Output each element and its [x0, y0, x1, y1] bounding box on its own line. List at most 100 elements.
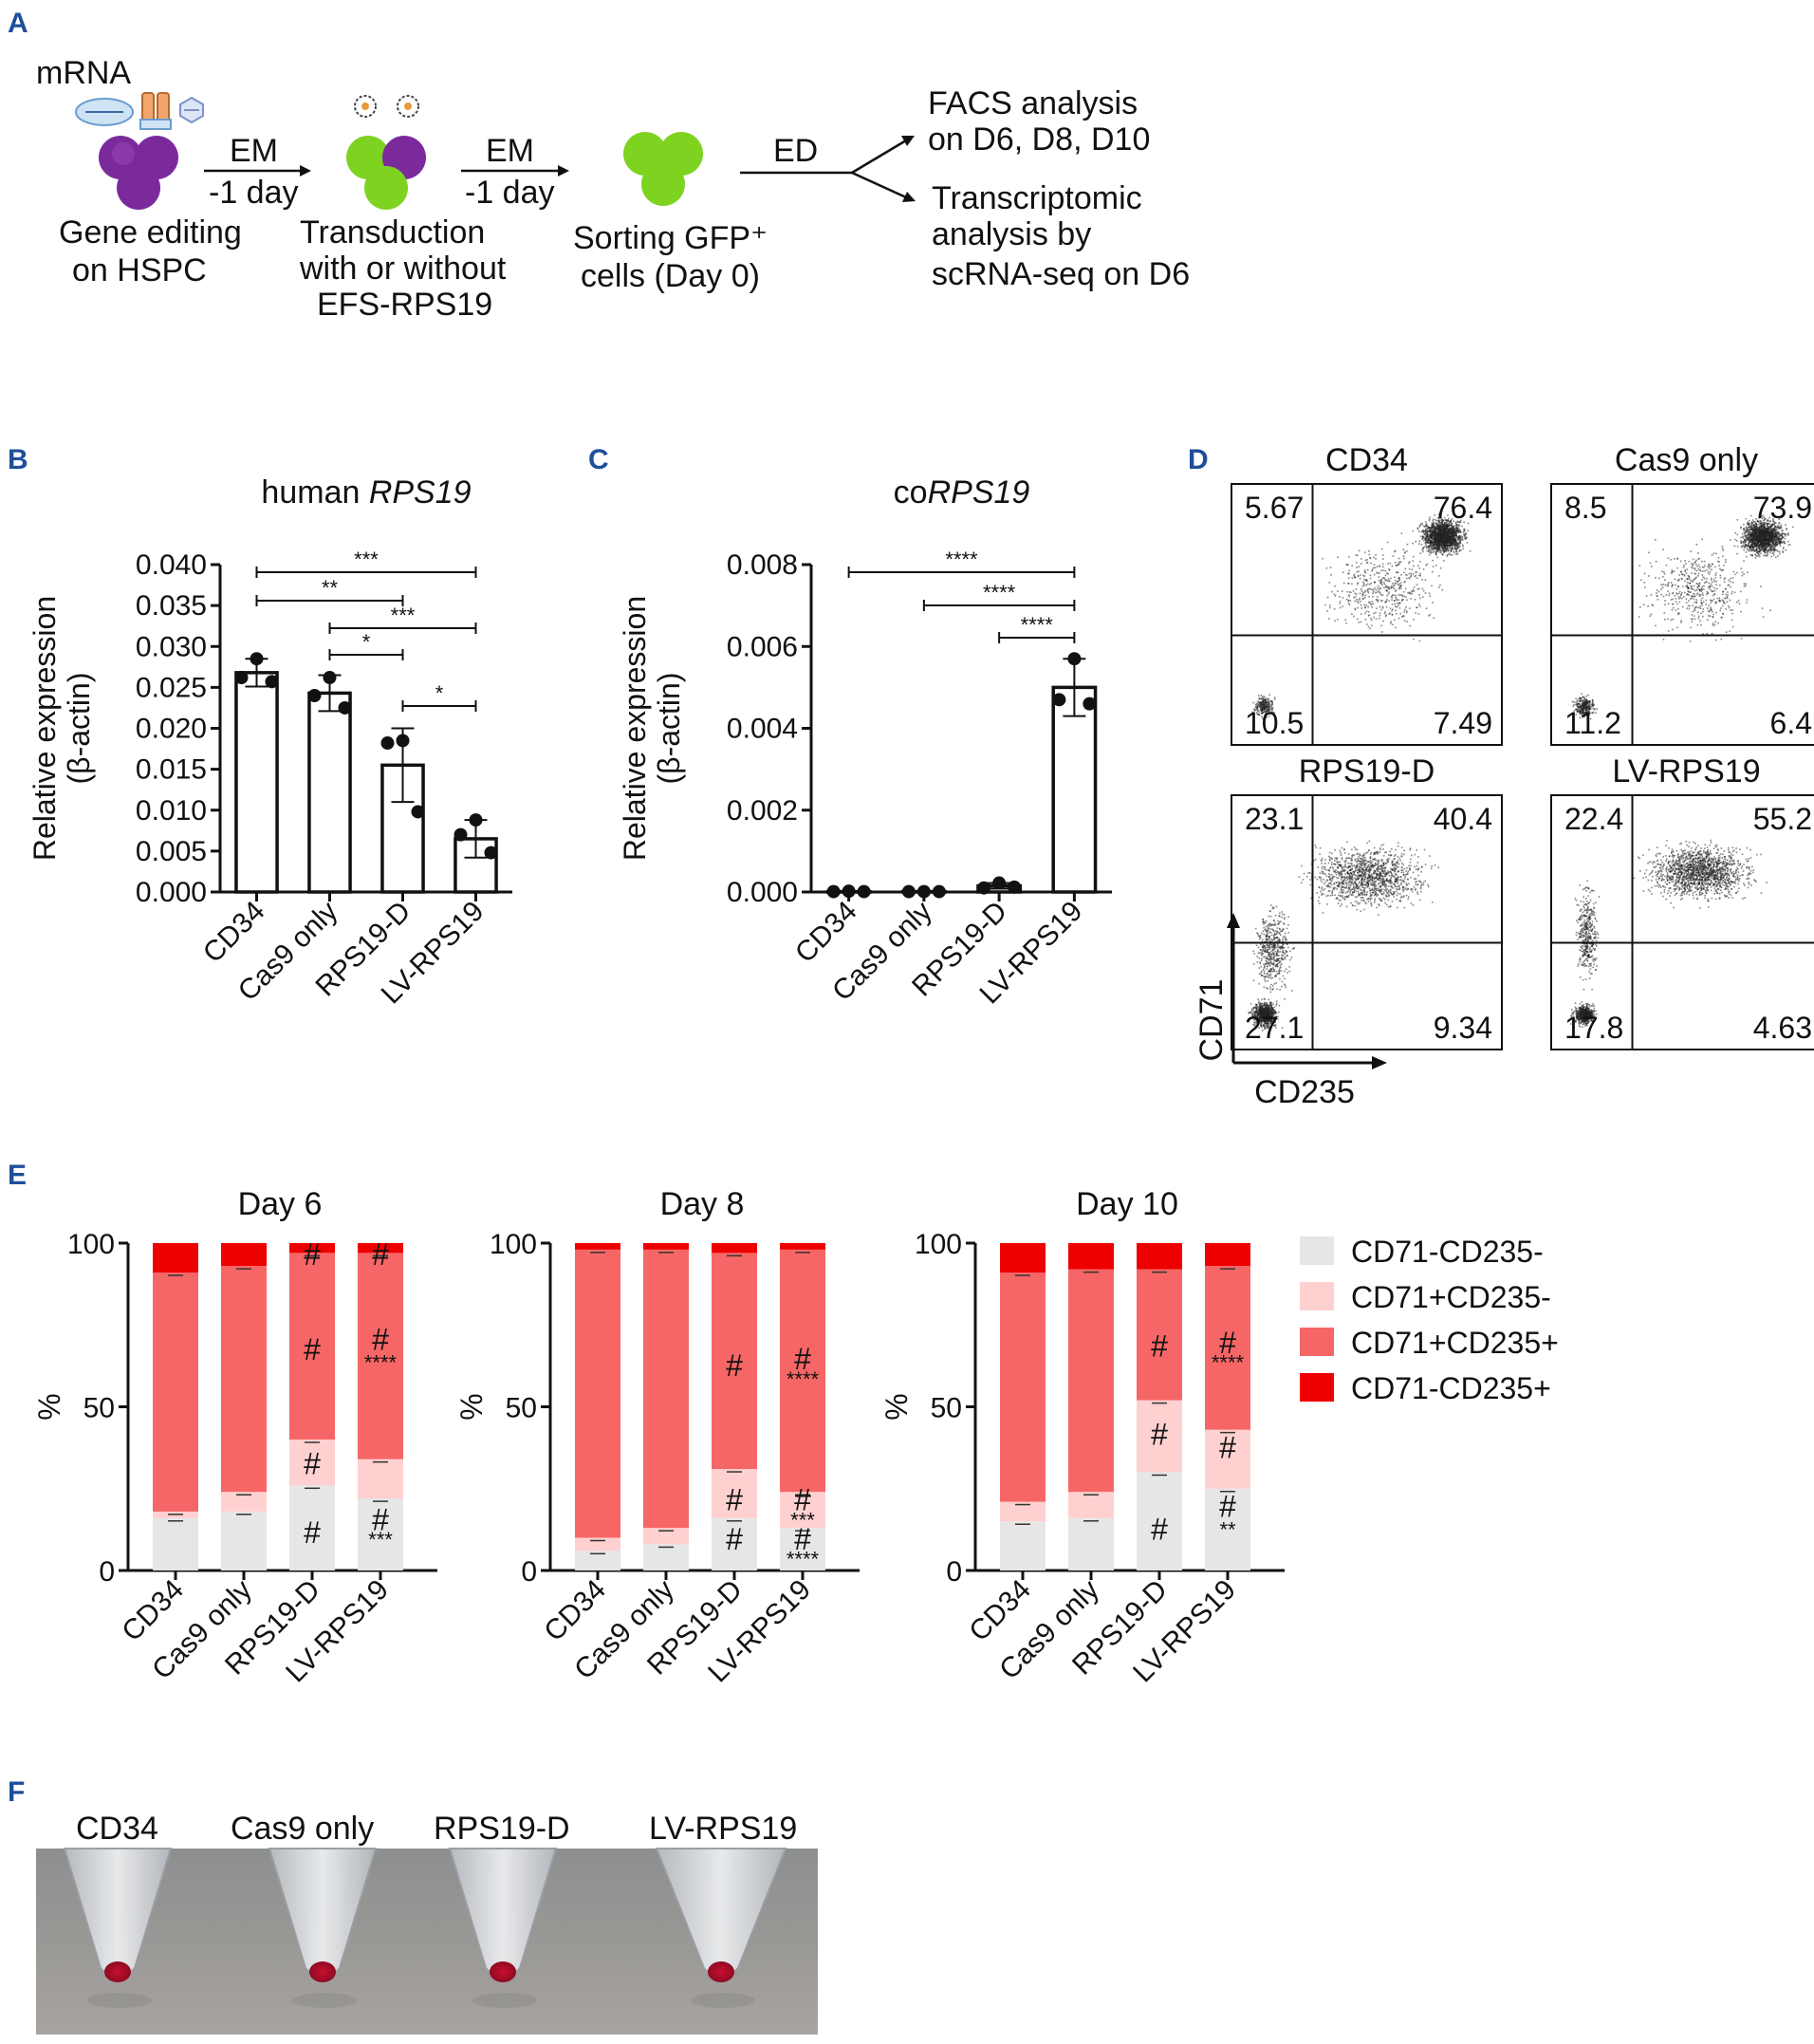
flow-event [1435, 530, 1437, 533]
flow-event [1775, 541, 1778, 544]
flow-event [1694, 561, 1697, 563]
flow-event [1390, 586, 1393, 588]
flow-event [1451, 527, 1453, 530]
flow-event [1405, 605, 1407, 608]
flow-event [1452, 526, 1454, 529]
flow-event [1779, 545, 1782, 548]
flow-event [1357, 582, 1360, 584]
flow-event [1761, 517, 1764, 519]
flow-event [1360, 590, 1363, 592]
flow-event [1438, 530, 1441, 531]
flow-event [1390, 595, 1393, 598]
flow-event [1574, 708, 1577, 711]
flow-event [1696, 593, 1698, 596]
flow-event [1422, 567, 1425, 570]
flow-event [1443, 516, 1446, 519]
flow-event [1780, 539, 1782, 541]
flow-event [1763, 531, 1766, 533]
flow-event [1725, 597, 1727, 600]
flow-event [1445, 544, 1448, 547]
flow-event [1680, 593, 1682, 596]
flow-event [1692, 558, 1694, 561]
flow-event [1720, 568, 1722, 571]
flow-event [1365, 610, 1368, 613]
flow-event [1753, 541, 1756, 543]
flow-event [1768, 523, 1769, 525]
flow-event [1706, 619, 1709, 622]
flow-event [1434, 533, 1436, 536]
flow-event [1363, 596, 1366, 599]
flow-event [1769, 541, 1771, 543]
flow-event [1437, 541, 1439, 544]
flow-event [1360, 600, 1361, 603]
flow-event [1436, 543, 1438, 546]
flow-event [1431, 585, 1433, 587]
flow-event [1751, 542, 1754, 544]
flow-event [1581, 693, 1583, 696]
flow-event [1694, 595, 1696, 597]
flow-event [1387, 573, 1389, 575]
flow-event [1667, 585, 1670, 587]
y-tick-label: 0.030 [136, 631, 207, 662]
flow-event [1676, 579, 1679, 582]
flow-event [1585, 704, 1588, 706]
flow-event [1778, 550, 1781, 553]
flow-event [1765, 532, 1767, 535]
flow-event [1757, 536, 1760, 539]
flow-event [1770, 537, 1773, 540]
flow-event [1752, 524, 1754, 526]
flow-event [1431, 537, 1434, 539]
flow-event [1713, 623, 1716, 626]
flow-event [1756, 546, 1759, 548]
flow-event [1427, 545, 1430, 548]
y-tick-label: 0.006 [727, 631, 798, 662]
flow-event [1255, 709, 1257, 711]
flow-event [1370, 582, 1373, 585]
flow-event [1706, 632, 1709, 635]
flow-event [1753, 546, 1755, 548]
flow-event [1590, 705, 1593, 708]
flow-event [1435, 535, 1436, 538]
flow-event [1664, 604, 1666, 605]
flow-event [1416, 588, 1419, 590]
data-point [842, 884, 856, 899]
flow-event [1760, 515, 1763, 518]
flow-event [1768, 541, 1770, 543]
flow-event [1747, 545, 1749, 548]
flow-event [1390, 622, 1392, 624]
flow-event [1761, 543, 1764, 546]
flow-event [1685, 602, 1688, 604]
flow-event [1705, 603, 1708, 605]
flow-event [1458, 545, 1460, 548]
flow-event [1711, 581, 1713, 584]
flow-event [1771, 542, 1774, 544]
flow-event [1337, 556, 1339, 559]
flow-event [1694, 572, 1696, 575]
flow-event [1398, 577, 1400, 580]
flow-event [1435, 539, 1436, 541]
flow-event [1692, 564, 1694, 567]
flow-event [1382, 566, 1384, 568]
flow-event [1770, 530, 1772, 533]
flow-event [1760, 585, 1762, 587]
flow-event [1657, 599, 1659, 601]
flow-event [1384, 569, 1387, 572]
data-point [396, 734, 410, 748]
flow-event [1422, 589, 1425, 592]
flow-event [1369, 588, 1372, 590]
flow-event [1764, 535, 1767, 538]
flow-event [1759, 535, 1762, 538]
flow-event [1421, 537, 1424, 540]
flow-event [1396, 582, 1398, 585]
flow-event [1464, 528, 1466, 530]
output2-line3: scRNA-seq on D6 [932, 256, 1190, 292]
flow-event [1445, 548, 1447, 551]
flow-event [1444, 523, 1447, 526]
flow-event [1585, 700, 1587, 702]
flow-event [1388, 600, 1390, 603]
flow-event [1709, 570, 1712, 573]
flow-event [1410, 572, 1413, 575]
flow-event [1265, 698, 1268, 701]
flow-event [1643, 581, 1646, 584]
flow-event [1781, 535, 1784, 537]
